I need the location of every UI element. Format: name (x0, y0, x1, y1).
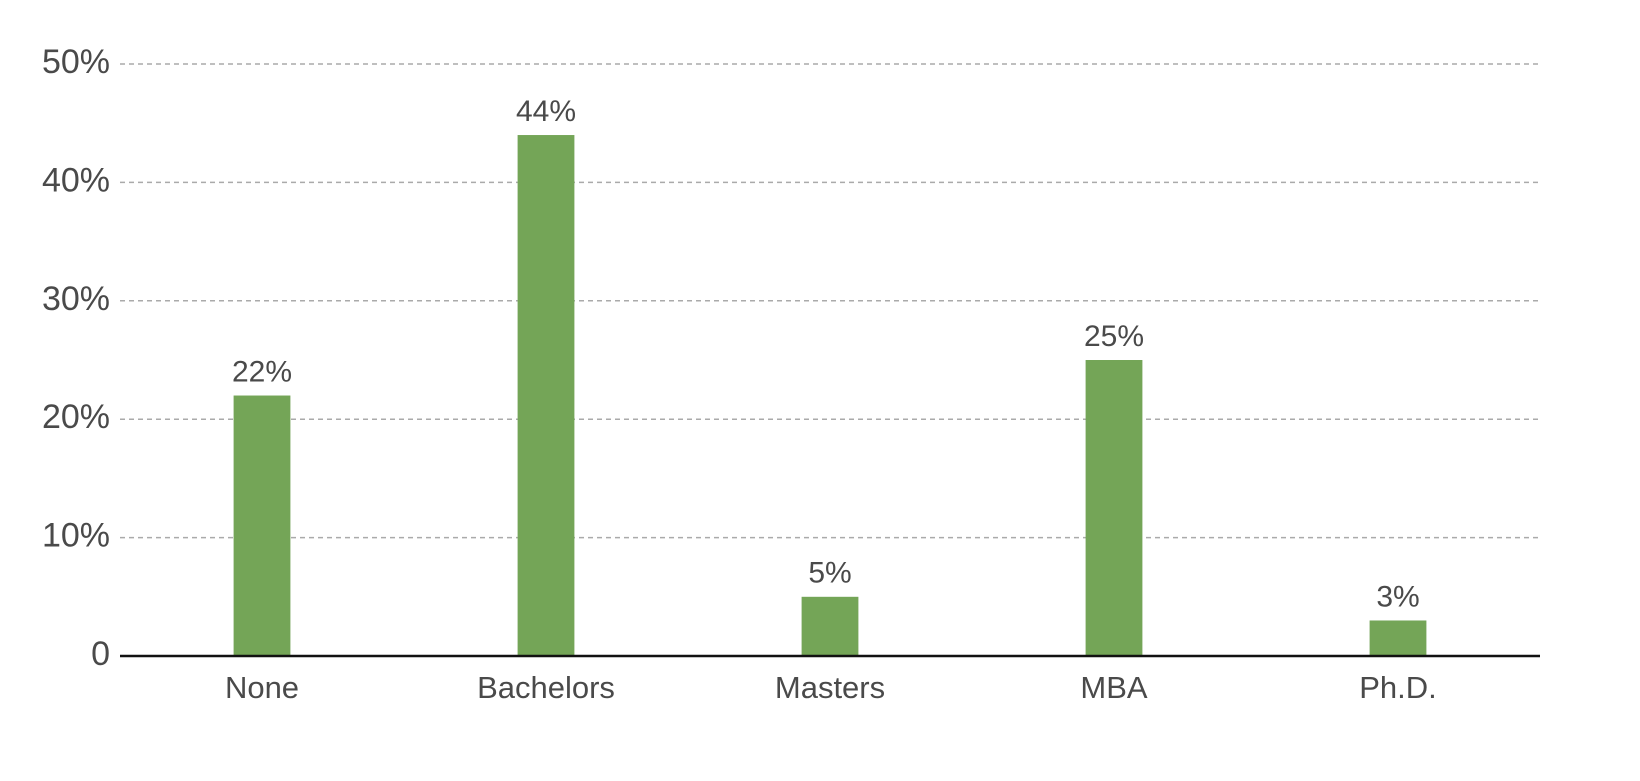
y-tick-label: 10% (42, 517, 110, 555)
y-tick-label: 20% (42, 398, 110, 436)
y-tick-label: 40% (42, 161, 110, 199)
x-tick-label: None (225, 670, 299, 705)
bar (1085, 360, 1143, 656)
x-tick-label: Bachelors (477, 670, 615, 705)
y-tick-label: 0 (91, 635, 110, 673)
bar (517, 135, 575, 657)
x-tick-label: Masters (775, 670, 885, 705)
x-tick-label: Ph.D. (1359, 670, 1437, 705)
bar (1369, 620, 1427, 656)
y-tick-label: 30% (42, 280, 110, 318)
value-label: 44% (516, 95, 576, 128)
value-label: 3% (1376, 580, 1419, 613)
y-tick-label: 50% (42, 43, 110, 81)
x-tick-label: MBA (1080, 670, 1148, 705)
value-label: 25% (1084, 320, 1144, 353)
value-label: 22% (232, 355, 292, 388)
bar (801, 596, 859, 656)
bar (233, 395, 291, 656)
value-label: 5% (808, 557, 851, 590)
